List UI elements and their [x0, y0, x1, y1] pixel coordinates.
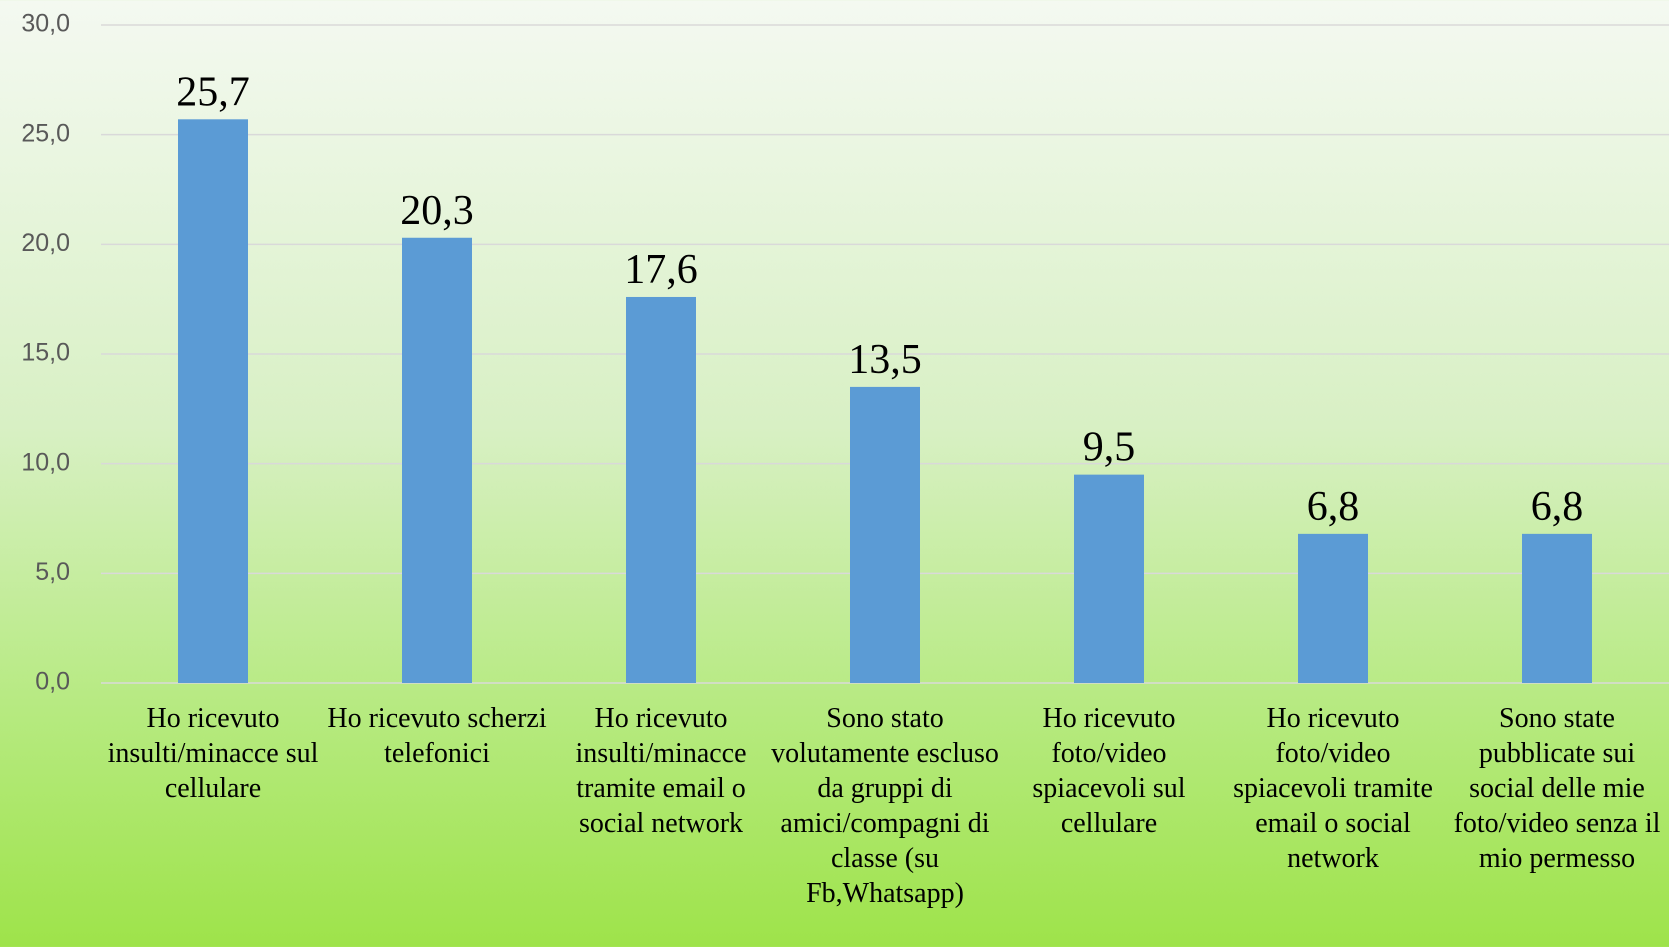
data-label: 6,8 [1531, 484, 1584, 530]
y-tick-label: 10,0 [21, 448, 70, 476]
data-label: 17,6 [624, 247, 698, 293]
y-tick-label: 25,0 [21, 119, 70, 147]
y-tick-label: 0,0 [35, 668, 70, 696]
bar [1298, 533, 1368, 683]
x-tick-label: Ho ricevuto insulti/minacce tramite emai… [575, 703, 747, 839]
data-label: 6,8 [1307, 484, 1360, 530]
y-tick-label: 5,0 [35, 558, 70, 586]
x-tick-label: Sono stato volutamente escluso da gruppi… [771, 703, 999, 909]
bar [402, 237, 472, 683]
x-tick-label: Ho ricevuto foto/video spiacevoli tramit… [1233, 703, 1433, 874]
x-tick-label: Ho ricevuto insulti/minacce sul cellular… [107, 703, 319, 804]
x-tick-label: Ho ricevuto scherzi telefonici [327, 703, 547, 769]
data-label: 13,5 [848, 337, 922, 383]
y-tick-label: 15,0 [21, 339, 70, 367]
bar [178, 119, 248, 683]
y-tick-label: 20,0 [21, 229, 70, 257]
x-tick-label: Sono state pubblicate sui social delle m… [1453, 703, 1661, 874]
bar [850, 386, 920, 683]
bar [626, 296, 696, 683]
y-tick-label: 30,0 [21, 10, 70, 38]
bar [1074, 474, 1144, 683]
bar [1522, 533, 1592, 683]
x-tick-label: Ho ricevuto foto/video spiacevoli sul ce… [1032, 703, 1186, 839]
data-label: 9,5 [1083, 425, 1136, 471]
data-label: 25,7 [176, 69, 250, 115]
data-label: 20,3 [400, 188, 474, 234]
